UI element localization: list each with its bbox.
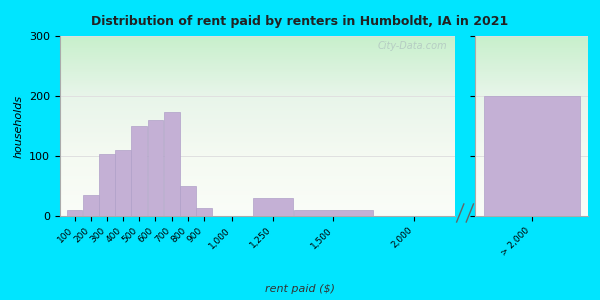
Bar xyxy=(164,112,179,216)
Bar xyxy=(148,120,163,216)
Bar xyxy=(83,195,98,216)
Text: City-Data.com: City-Data.com xyxy=(377,41,447,51)
Bar xyxy=(196,208,212,216)
Text: Distribution of rent paid by renters in Humboldt, IA in 2021: Distribution of rent paid by renters in … xyxy=(91,15,509,28)
Bar xyxy=(115,150,131,216)
Bar xyxy=(294,210,373,216)
Bar xyxy=(180,186,196,216)
Bar xyxy=(253,198,293,216)
Bar xyxy=(484,96,580,216)
Text: rent paid ($): rent paid ($) xyxy=(265,284,335,294)
Bar xyxy=(131,126,147,216)
Bar xyxy=(99,154,115,216)
Y-axis label: households: households xyxy=(14,94,23,158)
Bar xyxy=(67,210,82,216)
